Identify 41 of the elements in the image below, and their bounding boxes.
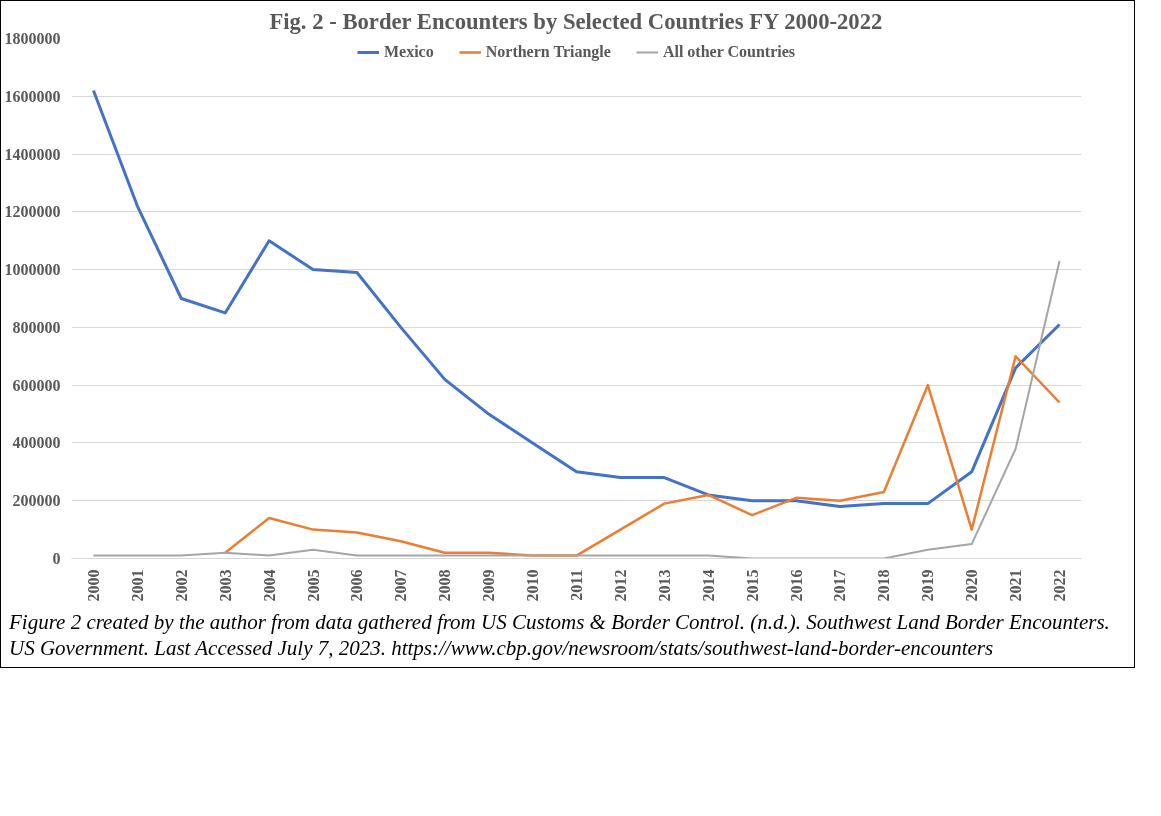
- x-tick-label: 2015: [743, 569, 761, 602]
- y-tick-label: 0: [52, 550, 61, 567]
- x-tick-label: 2010: [524, 569, 542, 602]
- y-tick-label: 1400000: [4, 145, 61, 163]
- legend-label: Northern Triangle: [485, 43, 611, 61]
- x-tick-label: 2006: [348, 569, 366, 602]
- x-tick-label: 2019: [919, 569, 937, 602]
- x-tick-label: 2016: [787, 569, 805, 602]
- x-tick-label: 2020: [963, 569, 981, 602]
- x-tick-label: 2022: [1051, 569, 1069, 602]
- x-tick-label: 2003: [216, 569, 234, 602]
- x-tick-label: 2013: [655, 569, 673, 602]
- y-tick-label: 1600000: [4, 87, 61, 105]
- x-tick-label: 2005: [304, 569, 322, 602]
- y-tick-label: 600000: [12, 376, 61, 394]
- y-tick-label: 200000: [12, 492, 61, 510]
- x-tick-label: 2012: [611, 569, 629, 602]
- x-tick-label: 2000: [84, 569, 102, 602]
- chart-title: Fig. 2 - Border Encounters by Selected Countries FY 2000-2022: [269, 8, 883, 34]
- line-series: [91, 89, 1062, 508]
- x-tick-label: 2001: [128, 569, 146, 602]
- x-tick-label: 2021: [1007, 569, 1025, 602]
- x-tick-label: 2014: [699, 569, 717, 602]
- y-tick-label: 1800000: [4, 30, 61, 47]
- line-series: [92, 259, 1061, 559]
- legend-label: All other Countries: [662, 43, 796, 61]
- y-tick-label: 400000: [12, 434, 61, 452]
- y-tick-label: 800000: [12, 318, 61, 336]
- x-tick-label: 2018: [875, 569, 893, 602]
- caption: Figure 2 created by the author from data gathered from US Customs & Border Control. (n.d.). Southwest Land Border Encounters. US Government. Last Accessed July 7, 2023. https://www.cbp.gov/newsroom/stats/southwest-land-border-encounters: [9, 609, 1111, 662]
- y-tick-label: 1000000: [4, 261, 61, 279]
- x-tick-label: 2011: [568, 569, 585, 601]
- x-tick-label: 2009: [480, 569, 498, 602]
- legend-label: Mexico: [383, 43, 434, 61]
- x-tick-label: 2002: [172, 569, 190, 602]
- x-tick-label: 2007: [392, 569, 410, 602]
- x-tick-label: 2017: [831, 569, 849, 602]
- x-tick-label: 2008: [436, 569, 454, 602]
- x-tick-label: 2004: [260, 569, 278, 602]
- line-series: [223, 355, 1061, 557]
- y-tick-label: 1200000: [4, 203, 61, 221]
